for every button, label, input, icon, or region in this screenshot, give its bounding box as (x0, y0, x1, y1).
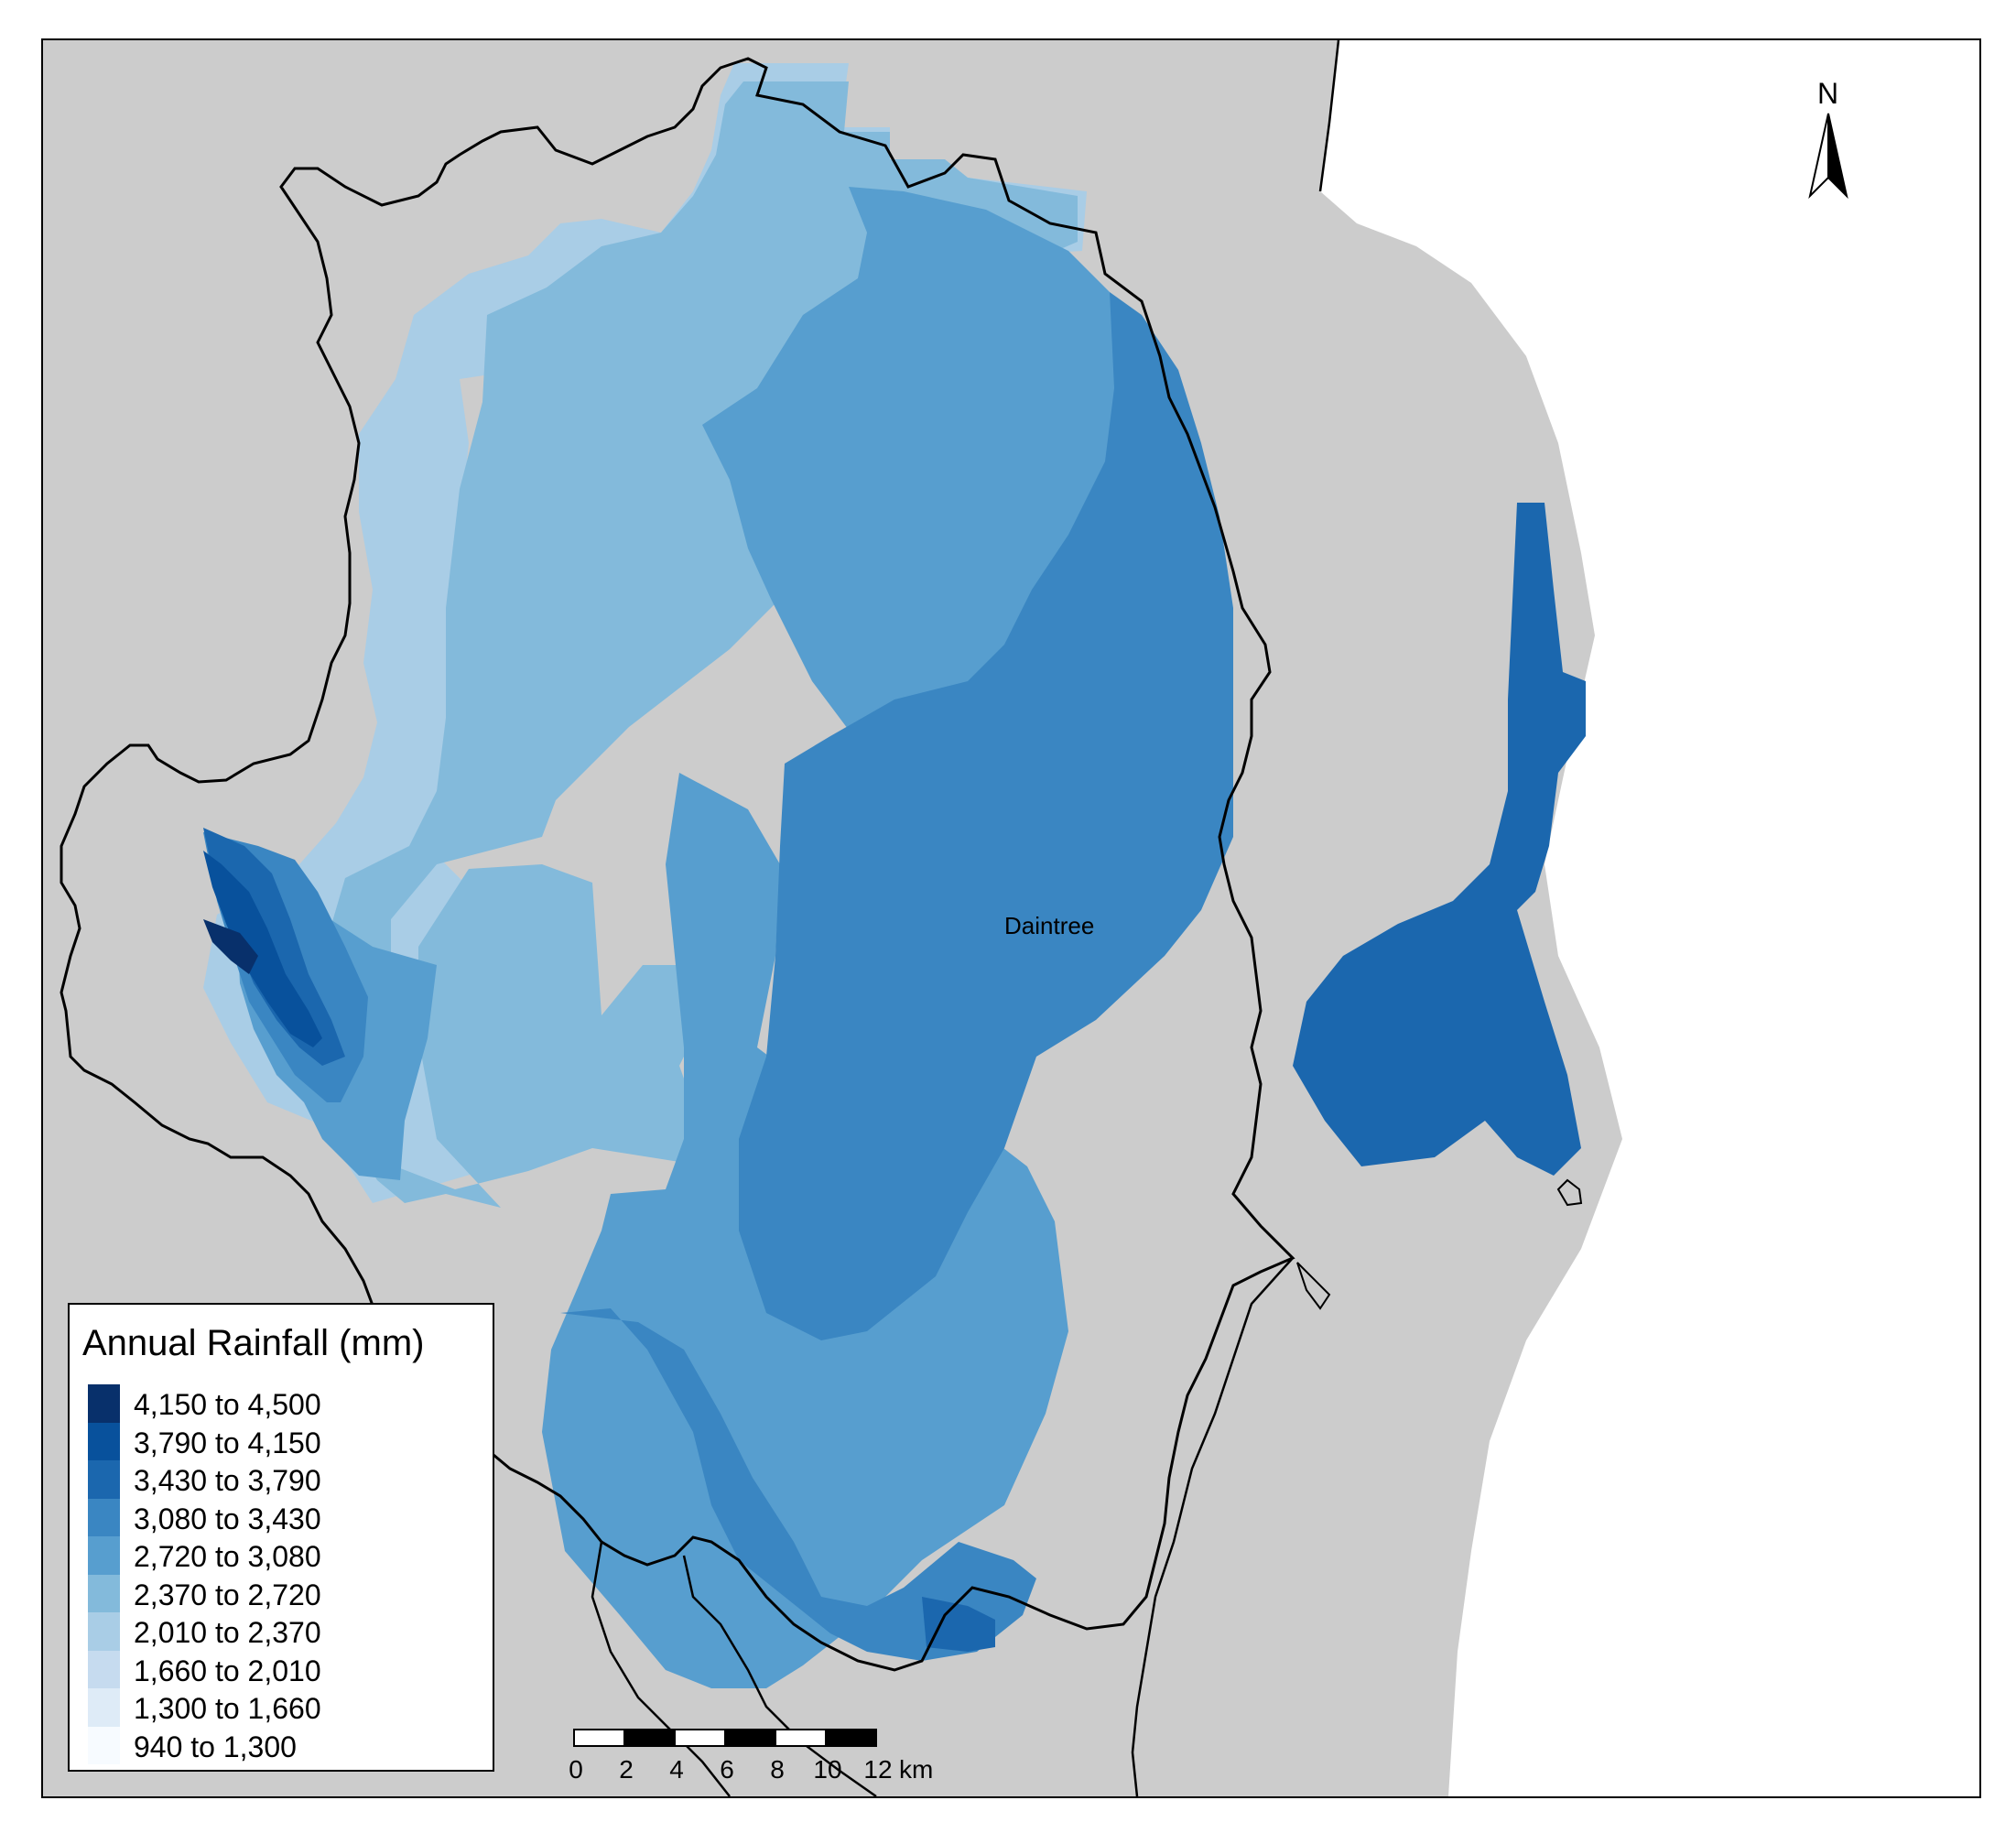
zone-4150-4500 (203, 919, 258, 974)
zone-3430-3790 (203, 503, 1586, 1652)
scale-tick-label: 12 (863, 1755, 893, 1784)
legend-label: 4,150 to 4,500 (134, 1388, 321, 1421)
catchment-boundary (60, 57, 1295, 1672)
coastline (1131, 40, 1340, 1796)
north-arrow-icon (1808, 113, 1848, 200)
scale-unit: km (899, 1755, 934, 1784)
legend-swatch (88, 1612, 120, 1651)
scale-tick-label: 6 (720, 1755, 734, 1784)
legend-label: 2,370 to 2,720 (134, 1578, 321, 1611)
legend-label: 2,010 to 2,370 (134, 1616, 321, 1649)
zone-3080-3430 (203, 292, 1233, 1661)
legend-swatch (88, 1536, 120, 1575)
legend-label: 3,430 to 3,790 (134, 1464, 321, 1497)
legend-title: Annual Rainfall (mm) (82, 1323, 425, 1363)
legend: Annual Rainfall (mm) 4,150 to 4,500 3,79… (68, 1303, 494, 1772)
zone-2010-2370 (203, 63, 1087, 1203)
island (1556, 1178, 1583, 1207)
legend-label: 1,300 to 1,660 (134, 1692, 321, 1725)
legend-label: 1,660 to 2,010 (134, 1654, 321, 1687)
scale-tick-label: 4 (669, 1755, 684, 1784)
zone-2720-3080 (235, 187, 1142, 1688)
legend-label: 3,790 to 4,150 (134, 1426, 321, 1459)
state-border (591, 1541, 877, 1796)
legend-label: 940 to 1,300 (134, 1730, 297, 1763)
legend-swatch (88, 1384, 120, 1423)
legend-swatch (88, 1498, 120, 1536)
legend-label: 3,080 to 3,430 (134, 1502, 321, 1535)
legend-swatch (88, 1460, 120, 1499)
legend-swatch (88, 1688, 120, 1727)
legend-swatch (88, 1726, 120, 1764)
legend-swatch (88, 1650, 120, 1688)
legend-label: 2,720 to 3,080 (134, 1540, 321, 1573)
zone-3790-4150 (203, 851, 322, 1047)
rainfall-zones (203, 63, 1586, 1688)
scale-bar (573, 1729, 877, 1747)
scale-tick-label: 10 (813, 1755, 842, 1784)
scale-tick-label: 2 (619, 1755, 634, 1784)
scale-tick-label: 0 (569, 1755, 583, 1784)
north-arrow-label: N (1817, 77, 1839, 110)
place-label-daintree: Daintree (1004, 912, 1095, 939)
island (1296, 1262, 1331, 1310)
legend-swatch (88, 1422, 120, 1460)
scale-tick-label: 8 (770, 1755, 785, 1784)
legend-swatch (88, 1574, 120, 1612)
